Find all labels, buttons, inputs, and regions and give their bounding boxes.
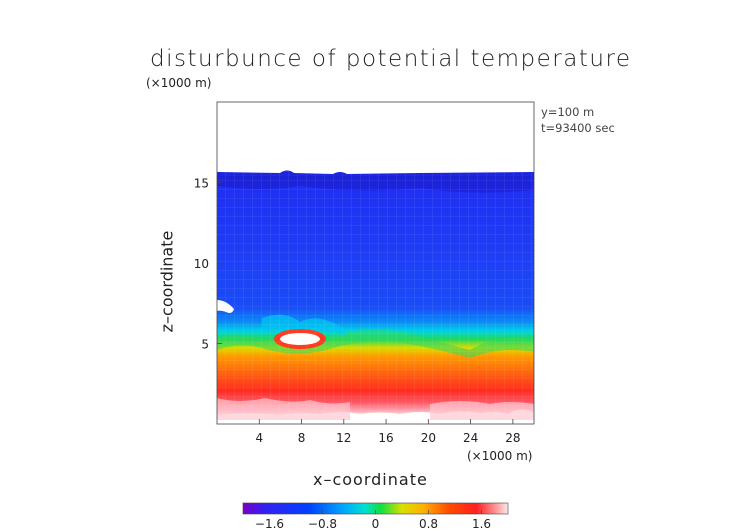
colorbar-ticks: −1.6 −0.8 0 0.8 1.6 <box>255 510 491 531</box>
x-tick-label: 20 <box>421 431 436 445</box>
x-tick-label: 16 <box>378 431 393 445</box>
x-tick-label: 8 <box>298 431 306 445</box>
heatmap-field <box>217 102 534 424</box>
y-tick-label: 10 <box>194 257 209 271</box>
y-axis-ticks: 5 10 15 <box>194 177 222 352</box>
colorbar-tick-label: 0 <box>372 517 380 531</box>
info-time: t=93400 sec <box>541 121 615 135</box>
z-unit-label: (×1000 m) <box>146 76 212 90</box>
x-unit-label: (×1000 m) <box>467 449 533 463</box>
x-tick-label: 28 <box>505 431 520 445</box>
colorbar-tick-label: 1.6 <box>472 517 491 531</box>
y-tick-label: 5 <box>201 338 209 352</box>
x-tick-label: 24 <box>463 431 478 445</box>
info-y-position: y=100 m <box>541 105 595 119</box>
y-tick-label: 15 <box>194 177 209 191</box>
x-tick-label: 4 <box>255 431 263 445</box>
colorbar-tick-label: −0.8 <box>308 517 337 531</box>
colorbar-tick-label: −1.6 <box>255 517 284 531</box>
x-axis-ticks: 4 8 12 16 20 24 28 <box>255 419 521 445</box>
colorbar-tick-label: 0.8 <box>419 517 438 531</box>
x-tick-label: 12 <box>336 431 351 445</box>
chart-title: disturbunce of potential temperature <box>150 46 632 72</box>
x-axis-label: x–coordinate <box>313 470 428 489</box>
